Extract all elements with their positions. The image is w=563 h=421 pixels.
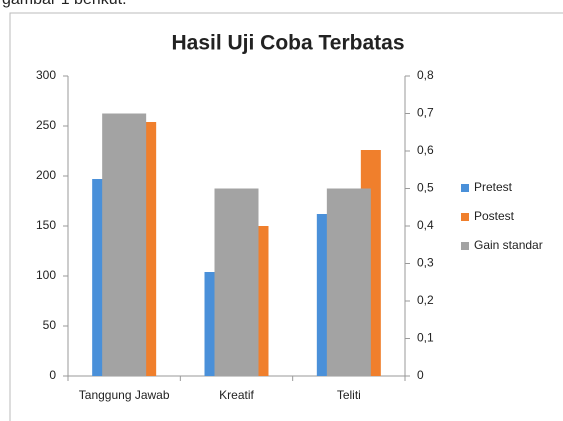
- y-tick-label: 0: [49, 368, 56, 382]
- y-tick-label: 150: [36, 218, 56, 232]
- chart-title: Hasil Uji Coba Terbatas: [171, 32, 404, 55]
- y-tick-label: 200: [36, 168, 56, 182]
- bar: [326, 188, 371, 376]
- legend-swatch: [461, 213, 469, 221]
- y2-tick-label: 0,2: [417, 293, 434, 307]
- bar: [102, 113, 147, 376]
- bar: [214, 188, 259, 376]
- header-text: gambar 1 berikut.: [2, 0, 127, 8]
- legend-label: Postest: [474, 209, 515, 223]
- y-tick-label: 100: [36, 268, 56, 282]
- x-tick-label: Teliti: [337, 388, 361, 402]
- legend-label: Pretest: [474, 180, 513, 194]
- y2-tick-label: 0,1: [417, 331, 434, 345]
- y2-tick-label: 0,6: [417, 143, 434, 157]
- y2-tick-label: 0,7: [417, 106, 434, 120]
- chart-frame: [9, 12, 563, 421]
- legend-label: Gain standar: [474, 238, 543, 252]
- legend-swatch: [461, 184, 469, 192]
- x-tick-label: Tanggung Jawab: [79, 388, 170, 402]
- y-tick-label: 300: [36, 68, 56, 82]
- legend-swatch: [461, 242, 469, 250]
- y2-tick-label: 0: [417, 368, 424, 382]
- y2-tick-label: 0,3: [417, 256, 434, 270]
- x-tick-label: Kreatif: [219, 388, 254, 402]
- y-tick-label: 50: [43, 318, 57, 332]
- y2-tick-label: 0,4: [417, 218, 434, 232]
- y2-tick-label: 0,5: [417, 181, 434, 195]
- y2-tick-label: 0,8: [417, 68, 434, 82]
- y-tick-label: 250: [36, 118, 56, 132]
